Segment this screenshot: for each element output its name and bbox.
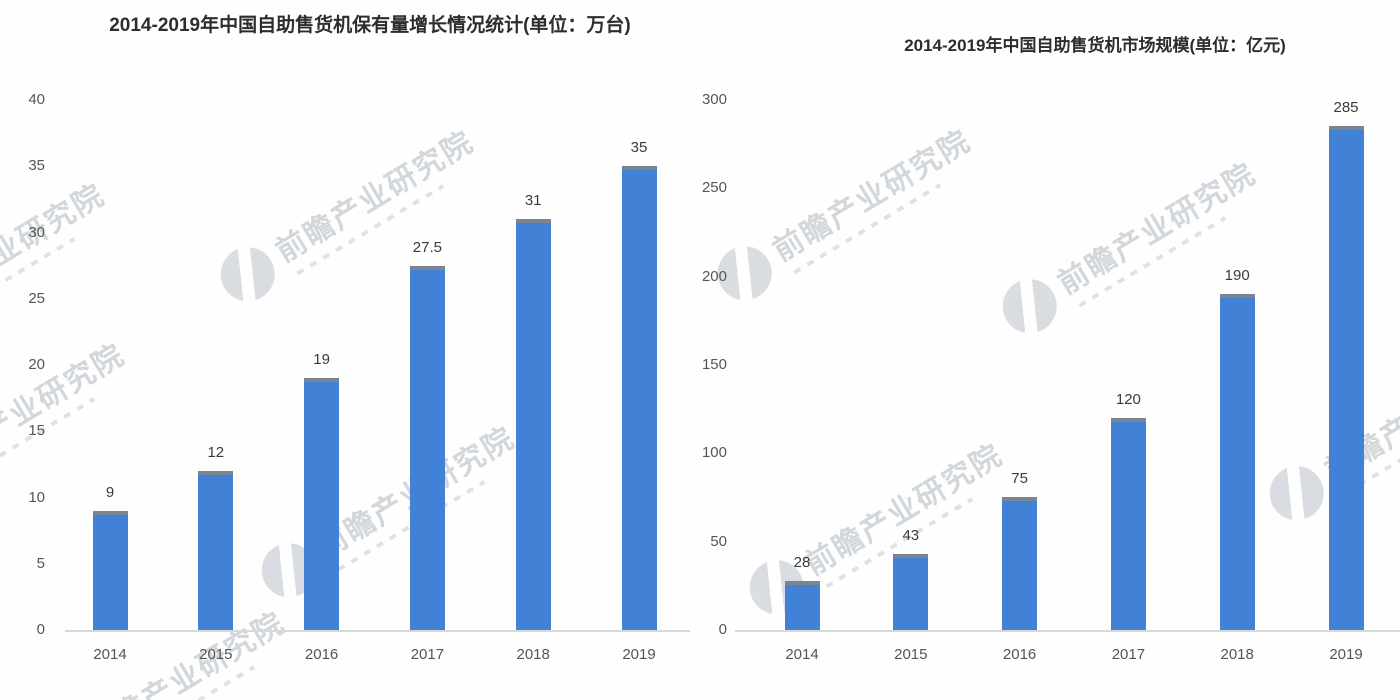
bar-value-label: 190 [1224,267,1250,284]
bar-2015 [893,554,929,630]
x-axis-tick-label: 2017 [1111,646,1146,663]
y-axis-tick-label: 25 [28,289,45,307]
bar-value-label: 75 [1011,470,1028,487]
bar-2014 [784,581,820,630]
y-axis-tick-label: 15 [28,422,45,440]
x-axis-tick-label: 2019 [1329,646,1363,663]
chart-title: 2014-2019年中国自助售货机保有量增长情况统计(单位：万台) [109,15,631,36]
y-axis-tick-label: 35 [28,157,45,175]
y-axis-tick-label: 0 [36,621,45,638]
bar-value-label: 43 [902,527,920,544]
plot-area: 9 12 19 27.5 31 35 [65,100,690,632]
y-axis-tick-label: 40 [28,91,45,108]
y-axis-tick-label: 200 [701,267,727,285]
bar-value-label: 31 [524,192,542,209]
x-axis-tick-label: 2018 [1220,646,1254,663]
bar-2015 [198,471,234,630]
y-axis-tick-label: 5 [36,554,45,572]
plot-area: 28 43 75 120 190 285 [735,99,1400,632]
bar-value-label: 19 [313,351,330,368]
bar-2014 [92,511,128,630]
y-axis-tick-label: 300 [701,91,727,108]
y-axis-tick-label: 50 [710,532,727,550]
bar-value-label: 28 [793,554,811,571]
bar-2019 [1328,126,1364,630]
bar-2016 [304,378,340,630]
chart-title: 2014-2019年中国自助售货机市场规模(单位：亿元) [904,36,1286,55]
y-axis-tick-label: 150 [701,356,727,373]
x-axis-tick-label: 2014 [785,646,819,663]
chart-holdings: 2014-2019年中国自助售货机保有量增长情况统计(单位：万台) 9 12 19 2… [28,15,690,663]
x-axis-tick-label: 2017 [410,646,445,663]
bar-2017 [1110,418,1146,630]
y-axis-tick-label: 10 [28,488,45,506]
bar-2019 [621,166,657,630]
x-axis-tick-label: 2016 [1002,646,1037,663]
bar-value-label: 27.5 [412,239,442,256]
bar-value-label: 35 [630,139,648,156]
x-axis-tick-label: 2018 [516,646,550,663]
x-axis-tick-label: 2015 [199,646,233,663]
bar-2016 [1002,497,1038,630]
bar-value-label: 9 [105,484,115,501]
x-axis-tick-label: 2015 [894,646,928,663]
y-axis-tick-label: 100 [701,444,727,462]
bar-value-label: 12 [207,444,225,461]
bar-2017 [409,266,445,630]
x-axis-tick-label: 2019 [622,646,656,663]
bar-value-label: 120 [1115,391,1141,408]
bar-2018 [515,219,551,630]
bar-value-label: 285 [1333,99,1359,116]
chart-market-size: 2014-2019年中国自助售货机市场规模(单位：亿元) 28 43 75 120 19… [700,0,1400,700]
y-axis-tick-label: 250 [701,179,727,197]
x-axis-tick-label: 2016 [304,646,339,663]
y-axis-tick-label: 0 [718,621,727,638]
y-axis-tick-label: 20 [28,356,45,373]
bar-2018 [1219,294,1255,630]
y-axis-tick-label: 30 [28,223,45,241]
x-axis-tick-label: 2014 [93,646,127,663]
